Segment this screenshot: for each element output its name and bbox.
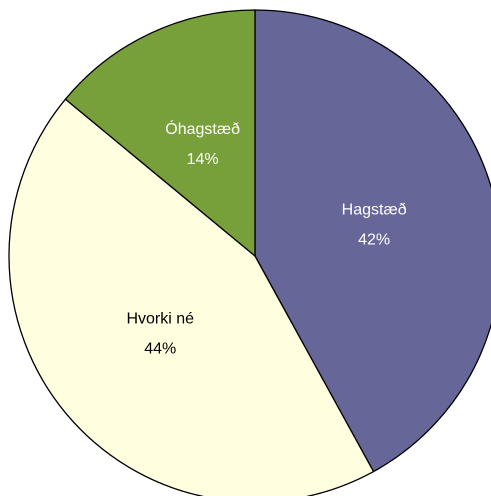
pie-slice	[254, 9, 491, 473]
pie-slice	[8, 98, 375, 496]
pie-slice	[64, 9, 256, 258]
slice-label: Óhagstæð	[165, 119, 240, 138]
slice-label: Hvorki né	[126, 311, 194, 328]
slice-value-label: 42%	[358, 232, 390, 249]
slice-value-label: 44%	[144, 341, 176, 358]
slice-value-label: 14%	[187, 151, 219, 168]
slice-label: Hagstæð	[342, 202, 407, 219]
